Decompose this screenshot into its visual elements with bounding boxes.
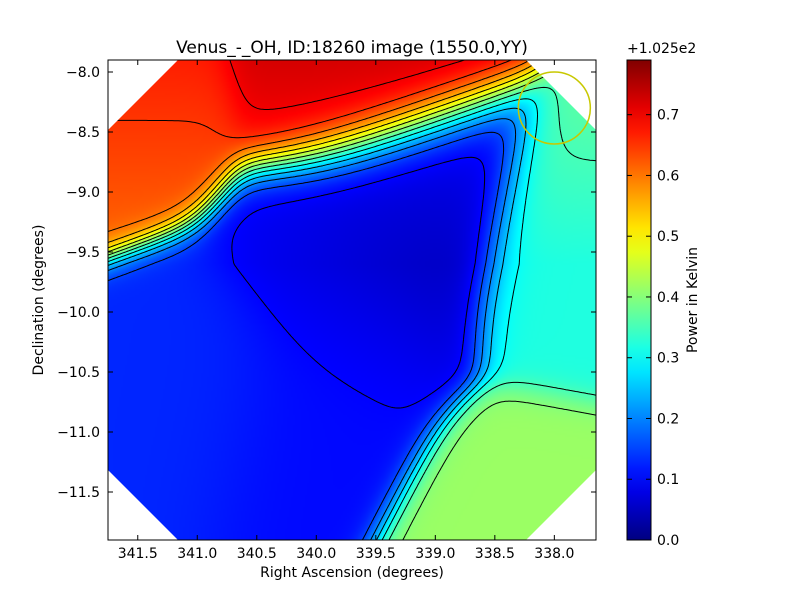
x-tick-label: 338.0: [534, 546, 574, 562]
y-axis: −8.0 −8.5 −9.0 −9.5 −10.0 −10.5 −11.0 −11.5: [57, 65, 596, 501]
y-tick-label: −10.5: [57, 365, 100, 381]
y-tick-label: −10.0: [57, 305, 100, 321]
heatmap-image: [108, 60, 596, 540]
x-tick-label: 340.5: [237, 546, 277, 562]
contour-line: [108, 60, 512, 139]
x-tick-label: 339.5: [356, 546, 396, 562]
contour-line: [108, 131, 505, 540]
colorbar-label: Power in Kelvin: [685, 247, 701, 353]
colorbar-gradient: [627, 60, 651, 540]
x-tick-label: 340.0: [296, 546, 336, 562]
x-tick-label: 341.0: [177, 546, 217, 562]
y-tick-label: −9.0: [66, 185, 100, 201]
contour-line: [229, 60, 465, 110]
colorbar-tick-label: 0.2: [657, 411, 679, 427]
x-tick-label: 339.0: [415, 546, 455, 562]
colorbar-tick-label: 0.3: [657, 351, 679, 367]
colorbar-tick-label: 0.4: [657, 290, 679, 306]
heatmap-area: [108, 60, 596, 540]
y-tick-label: −11.5: [57, 485, 100, 501]
colorbar-tick-label: 0.0: [657, 533, 679, 549]
corner-mask-tr: [526, 60, 596, 130]
plot-frame: [107, 59, 597, 541]
x-tick-label: 341.5: [118, 546, 158, 562]
contour-line: [108, 86, 596, 540]
x-axis-label: Right Ascension (degrees): [260, 565, 444, 581]
y-tick-label: −9.5: [66, 245, 100, 261]
x-axis: 341.5 341.0 340.5 340.0 339.5 339.0 338.5 338.0: [118, 60, 574, 562]
colorbar-tick-label: 0.5: [657, 229, 679, 245]
corner-mask-br: [526, 470, 596, 540]
colorbar-ticks: 0.0 0.1 0.2 0.3 0.4 0.5 0.6 0.7: [627, 108, 679, 549]
colorbar-tick-label: 0.1: [657, 472, 679, 488]
beam-marker: [517, 71, 592, 145]
contour-line: [231, 156, 486, 409]
colorbar: 0.0 0.1 0.2 0.3 0.4 0.5 0.6 0.7 +1.025e2 Power …: [626, 41, 701, 549]
colorbar-frame: [626, 59, 652, 541]
y-axis-label: Declination (degrees): [31, 225, 47, 376]
contour-line: [108, 60, 531, 232]
chart-title: Venus_-_OH, ID:18260 image (1550.0,YY): [176, 38, 528, 58]
contour-line: [108, 98, 538, 540]
contour-line: [108, 118, 517, 540]
contour-lines: [108, 60, 596, 540]
corner-mask-tl: [108, 60, 178, 130]
corner-mask-bl: [108, 470, 178, 540]
y-tick-label: −8.5: [66, 125, 100, 141]
y-tick-label: −8.0: [66, 65, 100, 81]
colorbar-tick-label: 0.6: [657, 168, 679, 184]
y-tick-label: −11.0: [57, 425, 100, 441]
colorbar-offset: +1.025e2: [627, 41, 696, 57]
colorbar-tick-label: 0.7: [657, 108, 679, 124]
x-tick-label: 338.5: [475, 546, 515, 562]
